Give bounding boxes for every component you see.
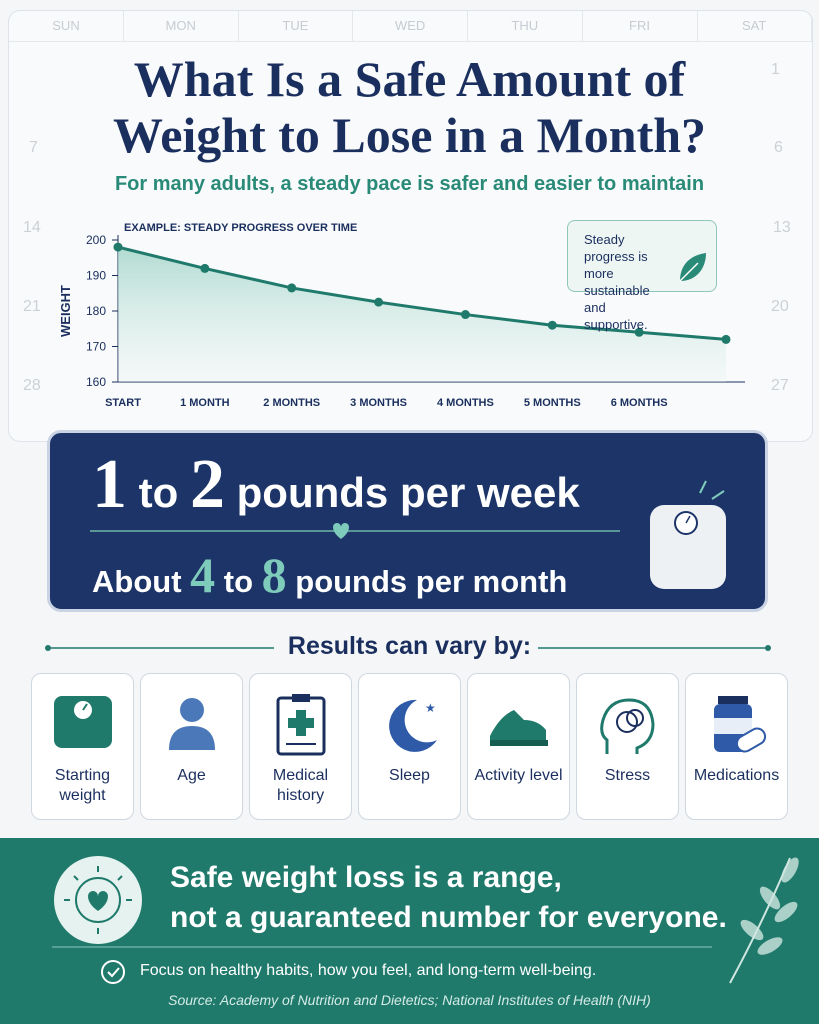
text: to xyxy=(215,564,262,599)
factor-label: Medical history xyxy=(272,767,329,804)
text: not a guaranteed number for everyone. xyxy=(170,901,727,934)
factor-label: Starting weight xyxy=(54,767,111,804)
factor-cards: Starting weight Age Medical history ★ Sleep A… xyxy=(31,673,788,820)
factor-card: Medical history xyxy=(249,673,352,820)
scale-icon xyxy=(650,480,726,589)
divider xyxy=(52,946,712,948)
date: 21 xyxy=(23,298,41,315)
svg-text:★: ★ xyxy=(425,701,436,715)
area xyxy=(118,247,726,382)
point xyxy=(547,320,557,330)
point xyxy=(721,334,731,344)
factor-icon xyxy=(713,696,766,753)
factor-card: Age xyxy=(140,673,243,820)
y-axis-label: WEIGHT xyxy=(58,285,73,337)
annotation: Steady progress is more sustainable and … xyxy=(567,220,717,332)
number: 2 xyxy=(189,446,225,523)
title: Weight to Lose in a Month? xyxy=(112,107,707,163)
factor-label: Medications xyxy=(693,767,780,784)
factor-label: Age xyxy=(177,767,206,784)
factor-icon xyxy=(276,694,325,756)
factor-card: Activity level xyxy=(467,673,570,820)
text: pounds per week xyxy=(224,469,580,516)
x-tick-label: 6 MONTHS xyxy=(611,397,668,409)
leaf-icon xyxy=(679,253,706,282)
factor-label: Activity level xyxy=(474,767,563,784)
factor-icon: ★ xyxy=(388,699,437,752)
title: What Is a Safe Amount of xyxy=(133,51,686,107)
y-tick-label: 180 xyxy=(86,304,106,318)
factors-heading: Results can vary by: xyxy=(287,632,532,660)
date: 14 xyxy=(23,219,41,236)
number: 4 xyxy=(190,547,216,603)
date: 13 xyxy=(773,219,791,236)
factor-card: Starting weight xyxy=(31,673,134,820)
factor-card: Medications xyxy=(685,673,788,820)
factor-icon xyxy=(489,710,548,746)
x-tick-label: 5 MONTHS xyxy=(524,397,581,409)
x-tick-label: START xyxy=(105,397,141,409)
footer-note: Focus on healthy habits, how you feel, a… xyxy=(140,962,597,979)
x-tick-label: 2 MONTHS xyxy=(263,397,320,409)
factor-card: ★ Sleep xyxy=(358,673,461,820)
rate-month: About 4 to 8 pounds per month xyxy=(92,545,567,605)
day-name: FRI xyxy=(582,11,698,42)
factor-icon xyxy=(599,698,655,754)
x-tick-label: 3 MONTHS xyxy=(350,397,407,409)
factor-icon xyxy=(168,698,215,750)
date: 27 xyxy=(771,377,789,394)
date: 7 xyxy=(29,139,38,156)
number: 8 xyxy=(261,547,287,603)
heart-icon xyxy=(54,856,142,944)
x-tick-label: 4 MONTHS xyxy=(437,397,494,409)
footer-message: Safe weight loss is a range, not a guaran… xyxy=(170,858,727,938)
text: About xyxy=(92,564,191,599)
y-tick-label: 190 xyxy=(86,269,106,283)
text: to xyxy=(127,469,190,516)
line xyxy=(117,245,727,341)
y-tick-label: 200 xyxy=(86,233,106,247)
day-name: SUN xyxy=(9,11,124,42)
date: 1 xyxy=(771,61,780,78)
text: pounds per month xyxy=(286,564,568,599)
point xyxy=(374,297,384,307)
source: Source: Academy of Nutrition and Dieteti… xyxy=(168,992,651,1008)
day-name: MON xyxy=(123,11,239,42)
date: 6 xyxy=(774,139,783,156)
factor-label: Stress xyxy=(604,767,651,784)
point xyxy=(634,327,644,337)
chart: EXAMPLE: STEADY PROGRESS OVER TIME WEIGHT… xyxy=(58,222,745,409)
point xyxy=(287,283,297,293)
x-tick-label: 1 MONTH xyxy=(180,397,230,409)
check-icon xyxy=(101,960,125,984)
day-name: SAT xyxy=(697,11,812,42)
highlight-box: 1 to 2 pounds per week About 4 to 8 poun… xyxy=(47,430,768,612)
y-tick-label: 160 xyxy=(86,375,106,389)
date: 28 xyxy=(23,377,41,394)
heading-lines xyxy=(45,645,771,651)
rate-week: 1 to 2 pounds per week xyxy=(92,445,580,525)
number: 1 xyxy=(92,446,127,523)
factor-icon xyxy=(53,696,112,748)
text: Safe weight loss is a range, xyxy=(170,861,562,894)
y-tick-label: 170 xyxy=(86,340,106,354)
annotation-text: Steady progress is more sustainable and … xyxy=(584,232,650,332)
factor-label: Sleep xyxy=(389,767,430,784)
divider xyxy=(90,523,620,539)
factor-card: Stress xyxy=(576,673,679,820)
subtitle: For many adults, a steady pace is safer … xyxy=(114,173,705,195)
day-name: WED xyxy=(353,11,469,42)
chart-subtitle: EXAMPLE: STEADY PROGRESS OVER TIME xyxy=(124,222,357,234)
point xyxy=(113,242,123,252)
point xyxy=(200,263,210,273)
point xyxy=(460,310,470,320)
date: 20 xyxy=(771,298,789,315)
day-name: THU xyxy=(467,11,583,42)
day-name: TUE xyxy=(238,11,354,42)
leaves xyxy=(729,857,799,984)
footer: Safe weight loss is a range, not a guaran… xyxy=(0,838,819,1024)
